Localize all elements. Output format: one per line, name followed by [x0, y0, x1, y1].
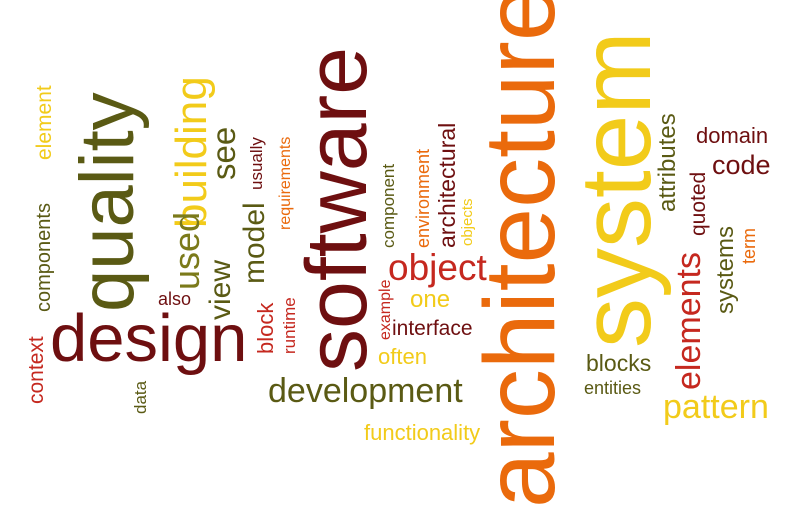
- word-system: system: [560, 31, 672, 348]
- word-quality: quality: [65, 92, 150, 312]
- word-components: components: [33, 203, 55, 312]
- word-blocks: blocks: [586, 350, 652, 376]
- word-objects: objects: [459, 198, 476, 246]
- word-object: object: [388, 247, 487, 288]
- word-code: code: [712, 150, 771, 180]
- word-context: context: [25, 336, 48, 404]
- word-systems: systems: [712, 225, 739, 314]
- word-block: block: [253, 302, 278, 354]
- word-often: often: [378, 344, 427, 369]
- word-pattern: pattern: [663, 388, 769, 426]
- word-architectural: architectural: [434, 122, 460, 248]
- word-usually: usually: [247, 137, 266, 190]
- word-also: also: [158, 289, 192, 309]
- word-view: view: [204, 259, 237, 320]
- word-domain: domain: [696, 123, 769, 148]
- word-environment: environment: [413, 148, 433, 248]
- word-term: term: [739, 228, 759, 264]
- word-model: model: [238, 202, 271, 284]
- word-runtime: runtime: [280, 297, 299, 354]
- word-one: one: [410, 286, 451, 313]
- word-entities: entities: [584, 378, 642, 398]
- word-development: development: [268, 372, 463, 410]
- word-component: component: [379, 163, 398, 248]
- word-elements: elements: [670, 252, 708, 390]
- word-see: see: [205, 126, 242, 180]
- word-functionality: functionality: [364, 420, 481, 445]
- word-design: design: [50, 301, 248, 376]
- word-requirements: requirements: [277, 136, 294, 230]
- word-software: software: [289, 46, 385, 372]
- word-data: data: [131, 380, 150, 414]
- word-attributes: attributes: [654, 113, 681, 212]
- word-quoted: quoted: [687, 171, 710, 236]
- word-example: example: [377, 279, 394, 340]
- word-used: used: [166, 211, 207, 290]
- word-interface: interface: [392, 317, 473, 340]
- word-element: element: [33, 85, 56, 160]
